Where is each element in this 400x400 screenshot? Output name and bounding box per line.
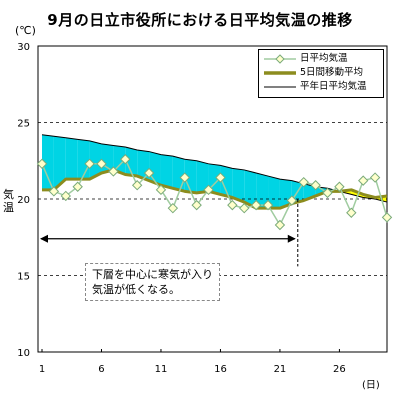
anomaly-fill-segment — [77, 139, 90, 180]
period-arrow-head-right — [287, 234, 296, 243]
anomaly-fill-segment — [53, 136, 66, 190]
daily-point-day-23 — [298, 176, 309, 188]
daily-point-day-13 — [179, 172, 190, 183]
legend-ma5-swatch — [264, 71, 296, 75]
daily-point-day-28 — [357, 175, 369, 186]
daily-point-day-25 — [322, 187, 333, 199]
y-tick-label-20: 20 — [17, 195, 30, 206]
daily-point-day-21 — [274, 219, 286, 231]
chart-title: 9月の日立市役所における日平均気温の推移 — [47, 11, 353, 29]
anomaly-fill-layer — [42, 134, 387, 209]
daily-point-day-6 — [96, 158, 107, 170]
x-tick-label-26: 26 — [333, 364, 346, 375]
anomaly-fill-segment — [220, 165, 233, 198]
normal-temp-line — [41, 134, 388, 203]
legend-normal-label: 平年日平均気温 — [300, 81, 367, 92]
annotation-line-2: 気温が低くなる。 — [92, 283, 180, 296]
y-tick-label-15: 15 — [17, 272, 30, 283]
anomaly-fill-segment — [268, 176, 280, 209]
daily-point-day-7 — [108, 166, 119, 177]
anomaly-fill-segment — [172, 156, 185, 192]
y-tick-label-30: 30 — [17, 42, 30, 53]
daily-point-day-14 — [191, 199, 202, 211]
y-axis-label: 気温 — [3, 188, 14, 214]
legend-item-normal: 平年日平均気温 — [263, 80, 381, 94]
annotation-box: 下層を中心に寒気が入り 気温が低くなる。 — [85, 263, 220, 301]
daily-point-day-19 — [250, 199, 262, 211]
x-tick-label-11: 11 — [155, 364, 168, 375]
legend-daily-label: 日平均気温 — [300, 53, 348, 64]
anomaly-fill-segment — [113, 145, 126, 175]
daily-point-day-24 — [310, 180, 321, 191]
daily-point-day-1 — [36, 158, 48, 170]
anomaly-fill-segment — [42, 134, 54, 190]
daily-point-day-20 — [262, 199, 274, 211]
anomaly-fill-segment — [160, 154, 173, 189]
legend-item-ma5: 5日間移動平均 — [263, 66, 381, 80]
legend-daily-swatch — [264, 54, 296, 64]
anomaly-fill-segment — [89, 140, 102, 180]
daily-point-day-10 — [143, 167, 155, 179]
y-unit-label: (℃) — [15, 24, 36, 37]
daily-point-day-8 — [120, 154, 131, 165]
daily-point-day-5 — [84, 158, 95, 170]
daily-point-day-3 — [60, 190, 72, 202]
daily-point-day-15 — [203, 184, 214, 196]
daily-point-day-29 — [369, 172, 381, 183]
daily-point-day-17 — [227, 199, 238, 211]
daily-point-day-11 — [155, 184, 167, 196]
daily-point-day-2 — [48, 186, 60, 197]
y-tick-label-25: 25 — [17, 119, 30, 130]
marker-layer — [36, 154, 393, 231]
legend-item-daily: 日平均気温 — [263, 52, 381, 66]
daily-point-day-18 — [239, 202, 250, 214]
anomaly-fill-segment — [256, 172, 269, 209]
legend-ma5-label: 5日間移動平均 — [300, 67, 364, 78]
daily-point-day-16 — [215, 172, 226, 183]
x-unit-label: (日) — [362, 380, 380, 391]
x-tick-label-16: 16 — [214, 364, 227, 375]
period-arrow-head-left — [40, 234, 48, 243]
daily-point-day-9 — [131, 180, 143, 191]
daily-point-day-30 — [381, 212, 393, 223]
anomaly-fill-segment — [196, 160, 209, 193]
y-tick-label-10: 10 — [17, 348, 30, 359]
anomaly-fill-segment — [232, 168, 245, 203]
daily-point-day-12 — [167, 202, 179, 214]
daily-point-day-22 — [286, 195, 298, 206]
x-tick-label-6: 6 — [98, 364, 104, 375]
daily-point-day-27 — [346, 207, 357, 218]
anomaly-fill-segment — [65, 137, 78, 180]
annotation-line-1: 下層を中心に寒気が入り — [92, 268, 213, 281]
x-tick-label-21: 21 — [274, 364, 287, 375]
anomaly-fill-segment — [125, 146, 138, 177]
anomaly-fill-segment — [244, 169, 257, 209]
daily-point-day-26 — [334, 181, 345, 192]
daily-point-day-4 — [72, 181, 83, 192]
legend: 日平均気温 5日間移動平均 平年日平均気温 — [258, 49, 384, 98]
x-tick-label-1: 1 — [39, 364, 45, 375]
period-arrow — [40, 199, 299, 267]
legend-normal-swatch — [264, 86, 296, 88]
